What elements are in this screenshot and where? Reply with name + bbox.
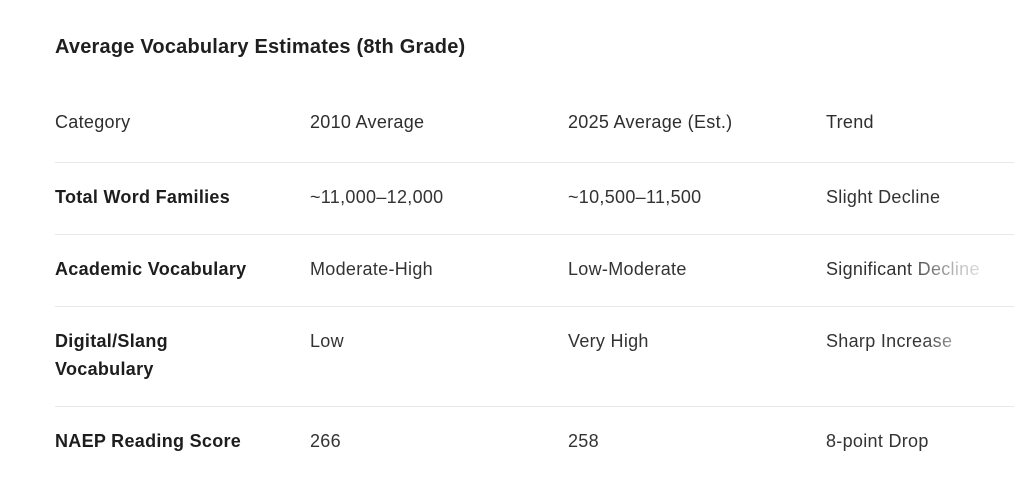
- table-row-digital-slang-vocabulary: Digital/Slang Vocabulary Low Very High S…: [55, 306, 1014, 407]
- column-header-label: Trend: [826, 112, 874, 132]
- column-header-2010-average: 2010 Average: [310, 100, 568, 163]
- trend-value: 8-point Drop: [826, 431, 929, 451]
- value-2025-cell: Very High: [568, 306, 826, 407]
- table-row-academic-vocabulary: Academic Vocabulary Moderate-High Low-Mo…: [55, 234, 1014, 307]
- category-label: NAEP Reading Score: [55, 431, 242, 451]
- table-row-total-word-families: Total Word Families ~11,000–12,000 ~10,5…: [55, 162, 1014, 235]
- value-2010: Moderate-High: [310, 259, 433, 279]
- header-row: Category 2010 Average 2025 Average (Est.…: [55, 100, 1014, 163]
- value-2010-cell: Moderate-High: [310, 234, 568, 307]
- table-title: Average Vocabulary Estimates (8th Grade): [55, 36, 466, 58]
- column-header-2025-average: 2025 Average (Est.): [568, 100, 826, 163]
- column-header-category: Category: [55, 100, 310, 163]
- value-2010: 266: [310, 431, 341, 451]
- column-header-label: Category: [55, 112, 131, 132]
- table-row-naep-reading-score: NAEP Reading Score 266 258 8-point Drop: [55, 407, 1014, 479]
- row-category-cell: Digital/Slang Vocabulary: [55, 306, 310, 407]
- column-header-label: 2025 Average (Est.): [568, 112, 733, 132]
- value-2025-cell: 258: [568, 407, 826, 479]
- trend-value: Sharp Increase: [826, 327, 952, 355]
- value-2010: ~11,000–12,000: [310, 187, 444, 207]
- trend-cell: 8-point Drop: [826, 407, 1014, 479]
- trend-value: Slight Decline: [826, 187, 941, 207]
- vocabulary-estimates-table: Category 2010 Average 2025 Average (Est.…: [55, 100, 1014, 478]
- category-label: Academic Vocabulary: [55, 259, 247, 279]
- value-2025: Low-Moderate: [568, 259, 687, 279]
- value-2010: Low: [310, 331, 344, 351]
- value-2010-cell: ~11,000–12,000: [310, 162, 568, 235]
- trend-cell: Sharp Increase: [826, 306, 1014, 407]
- row-category-cell: Academic Vocabulary: [55, 234, 310, 307]
- value-2010-cell: 266: [310, 407, 568, 479]
- value-2025: ~10,500–11,500: [568, 187, 702, 207]
- trend-cell: Slight Decline: [826, 162, 1014, 235]
- category-label: Digital/Slang Vocabulary: [55, 331, 168, 379]
- value-2025-cell: Low-Moderate: [568, 234, 826, 307]
- value-2025: Very High: [568, 331, 649, 351]
- row-category-cell: NAEP Reading Score: [55, 407, 310, 479]
- trend-value-faded: Significant Decline: [826, 255, 980, 283]
- column-header-label: 2010 Average: [310, 112, 425, 132]
- row-category-cell: Total Word Families: [55, 162, 310, 235]
- value-2025: 258: [568, 431, 599, 451]
- value-2025-cell: ~10,500–11,500: [568, 162, 826, 235]
- value-2010-cell: Low: [310, 306, 568, 407]
- category-label: Total Word Families: [55, 187, 231, 207]
- trend-cell: Significant Decline: [826, 234, 1014, 307]
- column-header-trend: Trend: [826, 100, 1014, 163]
